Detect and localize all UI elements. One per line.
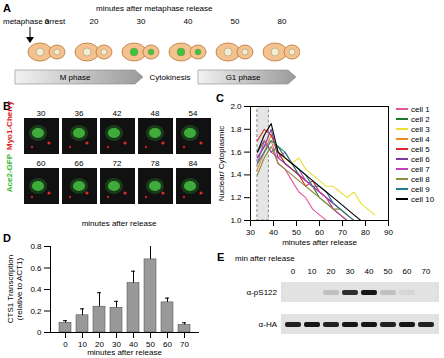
svg-text:Ace2-GFP: Ace2-GFP <box>5 153 14 192</box>
svg-text:α-pS122: α-pS122 <box>247 288 278 297</box>
svg-text:1.2: 1.2 <box>230 193 242 202</box>
svg-text:Cytokinesis: Cytokinesis <box>150 73 191 82</box>
html-text:CTS1 Transcription (relative t: CTS1 Transcription (relative to ACT1) <box>6 254 24 324</box>
svg-text:20: 20 <box>327 267 336 276</box>
svg-text:40: 40 <box>269 228 278 237</box>
html-text:cell 10: cell 10 <box>411 194 435 204</box>
svg-text:0.8: 0.8 <box>30 242 42 251</box>
html-text:cell 6: cell 6 <box>411 154 430 164</box>
svg-text:50: 50 <box>146 340 155 350</box>
svg-text:1.0: 1.0 <box>230 216 242 225</box>
svg-text:60: 60 <box>37 159 46 168</box>
svg-text:30: 30 <box>246 228 255 237</box>
html-text:D: D <box>3 232 11 244</box>
svg-text:66: 66 <box>75 159 84 168</box>
html-text:cell 8: cell 8 <box>411 174 430 184</box>
svg-text:30: 30 <box>37 109 46 118</box>
html-text:cell 5: cell 5 <box>411 144 430 154</box>
html-text:cell 4: cell 4 <box>411 134 430 144</box>
svg-text:G1 phase: G1 phase <box>226 73 261 82</box>
svg-text:1.6: 1.6 <box>230 148 242 157</box>
svg-text:30: 30 <box>112 340 121 350</box>
svg-text:M phase: M phase <box>60 73 91 82</box>
svg-text:0: 0 <box>45 17 50 26</box>
html-text:cell 2: cell 2 <box>411 114 430 124</box>
html-text:cell 1: cell 1 <box>411 104 430 114</box>
svg-text:40: 40 <box>365 267 374 276</box>
svg-text:A: A <box>3 2 11 14</box>
svg-text:80: 80 <box>361 228 370 237</box>
svg-text:42: 42 <box>113 109 122 118</box>
svg-text:10: 10 <box>308 267 317 276</box>
svg-text:84: 84 <box>189 159 198 168</box>
html-text:cell 3: cell 3 <box>411 124 430 134</box>
svg-text:0: 0 <box>291 267 296 276</box>
svg-text:60: 60 <box>315 228 324 237</box>
svg-text:0.6: 0.6 <box>30 264 42 273</box>
svg-text:α-HA: α-HA <box>259 320 278 329</box>
svg-text:50: 50 <box>231 17 240 26</box>
svg-text:70: 70 <box>338 228 347 237</box>
svg-text:30: 30 <box>346 267 355 276</box>
svg-text:36: 36 <box>75 109 84 118</box>
svg-text:30: 30 <box>137 17 146 26</box>
svg-text:minutes after release: minutes after release <box>82 219 157 228</box>
svg-text:54: 54 <box>189 109 198 118</box>
html-text:cell 9: cell 9 <box>411 184 430 194</box>
svg-text:1.4: 1.4 <box>230 170 242 179</box>
html-text:C: C <box>216 92 224 104</box>
svg-text:minutes after metaphase releas: minutes after metaphase release <box>96 4 213 13</box>
svg-text:Myo1-Cherry: Myo1-Cherry <box>5 101 14 150</box>
svg-text:70: 70 <box>422 267 431 276</box>
svg-text:50: 50 <box>292 228 301 237</box>
svg-text:20: 20 <box>90 17 99 26</box>
html-text:cell 7: cell 7 <box>411 164 430 174</box>
svg-text:minutes after release: minutes after release <box>282 238 357 247</box>
svg-text:90: 90 <box>384 228 393 237</box>
svg-text:minutes after release: minutes after release <box>87 348 162 357</box>
svg-text:40: 40 <box>184 17 193 26</box>
svg-text:80: 80 <box>278 17 287 26</box>
svg-text:10: 10 <box>78 340 87 349</box>
svg-text:48: 48 <box>151 109 160 118</box>
svg-text:0.4: 0.4 <box>30 285 42 294</box>
svg-text:0.2: 0.2 <box>30 307 42 316</box>
svg-text:1.8: 1.8 <box>230 125 242 134</box>
svg-text:2.0: 2.0 <box>230 102 242 111</box>
svg-text:E: E <box>217 251 224 263</box>
svg-text:metaphase arrest: metaphase arrest <box>3 17 66 26</box>
svg-text:50: 50 <box>384 267 393 276</box>
svg-text:60: 60 <box>403 267 412 276</box>
svg-text:20: 20 <box>95 340 104 350</box>
svg-text:70: 70 <box>180 340 189 349</box>
svg-text:72: 72 <box>113 159 122 168</box>
svg-text:78: 78 <box>151 159 160 168</box>
svg-text:0: 0 <box>63 340 68 349</box>
svg-text:0: 0 <box>37 328 42 337</box>
svg-text:60: 60 <box>163 340 172 349</box>
svg-text:min after release: min after release <box>235 254 295 263</box>
svg-text:Nuclear/ Cytoplasmic: Nuclear/ Cytoplasmic <box>217 126 226 202</box>
svg-text:40: 40 <box>129 340 138 350</box>
